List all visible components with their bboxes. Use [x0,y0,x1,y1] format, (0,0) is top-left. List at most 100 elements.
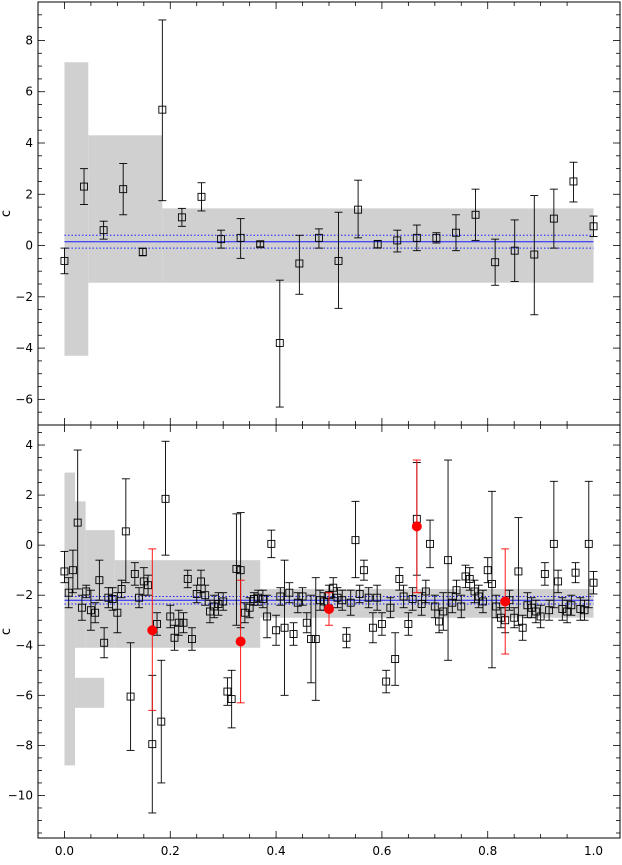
data-point [117,584,126,593]
data-point [393,236,402,245]
data-point [276,592,285,601]
data-point-highlight [500,596,511,607]
y-tick-label: 2 [25,488,33,502]
x-tick-label: 0.6 [372,844,391,858]
y-tick-label: −10 [8,788,33,802]
data-point [354,205,363,214]
y-tick-label: 4 [25,136,33,150]
data-point [342,633,351,642]
data-point [412,233,421,242]
data-point [108,595,117,603]
data-point [166,612,175,621]
data-point [571,568,580,577]
data-point-highlight [411,521,422,532]
data-point [298,592,307,601]
data-point [338,596,347,605]
data-point-highlight [235,636,246,647]
data-point [554,577,563,586]
data-point [320,597,329,606]
data-point [373,593,382,602]
data-point [170,633,179,642]
y-tick-label: 2 [25,187,33,201]
data-point [404,620,413,628]
data-point [531,607,540,616]
data-point [457,602,466,611]
data-point [121,527,130,536]
data-point [584,539,593,548]
data-point [236,566,245,575]
data-point [333,593,342,602]
y-axis-label: c [0,210,14,217]
x-tick-label: 0.4 [267,844,286,858]
data-point [130,569,139,578]
y-tick-label: −2 [15,588,33,602]
data-point [576,605,585,613]
data-point [334,256,343,265]
data-point-highlight [147,625,158,636]
data-point [144,581,153,590]
data-point [219,597,228,606]
data-point [580,606,589,615]
data-point [232,564,241,573]
x-tick-label: 1.0 [584,844,603,858]
data-point [227,695,236,704]
data-point [240,608,249,617]
y-tick-label: 4 [25,438,33,452]
data-point [289,630,298,638]
data-point [569,177,578,186]
data-point-highlight [324,603,334,614]
data-point [293,598,302,607]
data-point [558,605,567,613]
data-point [82,587,91,596]
y-tick-label: −4 [15,638,33,652]
data-point [60,567,69,576]
data-point [157,717,166,726]
data-point [364,593,373,602]
data-point [100,638,109,647]
data-point [426,539,435,548]
data-point [483,566,492,575]
data-point [408,595,417,603]
data-point [589,578,598,587]
data-point [236,233,245,242]
data-point [510,613,519,622]
x-tick-label: 0.0 [55,844,74,858]
data-point [536,612,545,621]
y-tick-label: 0 [25,538,33,552]
y-tick-label: −6 [15,688,33,702]
data-point [314,233,323,242]
data-point [272,626,281,635]
data-point [491,258,500,267]
data-point [432,233,441,242]
data-point [307,635,315,643]
data-point [567,601,576,610]
top-panel: −6 −4 −2 0 2 4 6 8 c [0,1,621,426]
data-point [444,556,452,565]
data-point [549,214,558,223]
data-point [113,608,122,617]
y-tick-label: 0 [25,239,33,253]
data-point [471,210,480,219]
data-point [158,105,167,114]
data-point [68,566,77,575]
data-point [399,592,408,601]
data-point [60,256,69,265]
data-point [545,606,554,615]
data-point [497,613,505,622]
data-point [382,677,391,686]
data-point [316,596,324,605]
x-tick-label: 0.8 [478,844,497,858]
data-point [523,601,532,610]
data-point [254,593,263,602]
data-point [183,574,192,583]
data-point [479,597,487,606]
data-point [206,607,214,616]
data-point [295,259,304,268]
y-tick-label: 6 [25,85,33,99]
data-point [439,607,448,616]
data-point [465,574,474,583]
data-point [95,576,104,585]
data-point [386,603,395,612]
data-point [377,620,386,628]
